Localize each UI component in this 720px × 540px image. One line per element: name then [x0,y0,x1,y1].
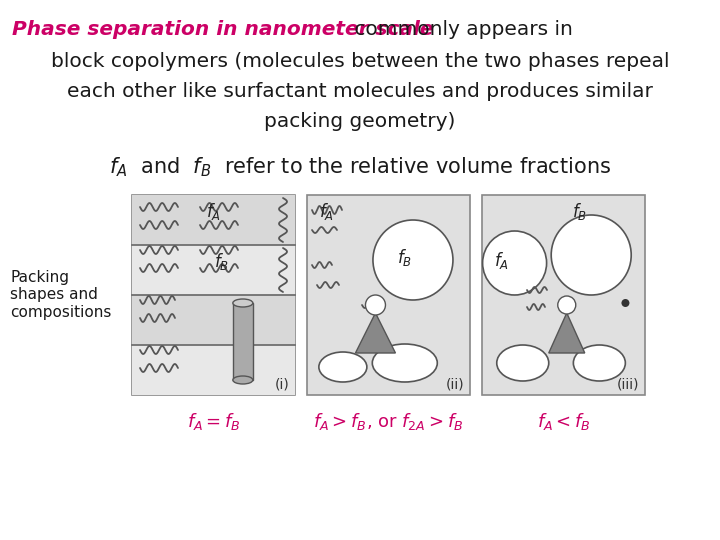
Text: $f_A = f_B$: $f_A = f_B$ [186,411,240,432]
Bar [132,195,295,245]
Text: $f_A$: $f_A$ [319,201,334,222]
Bar [233,303,253,380]
Text: Packing
shapes and
compositions: Packing shapes and compositions [10,270,112,320]
Text: each other like surfactant molecules and produces similar: each other like surfactant molecules and… [67,82,653,101]
Ellipse shape [233,376,253,384]
Circle shape [373,220,453,300]
Circle shape [366,295,385,315]
Text: commonly appears in: commonly appears in [348,20,573,39]
Text: $f_B$: $f_B$ [397,247,413,268]
Ellipse shape [233,299,253,307]
Ellipse shape [372,344,437,382]
Circle shape [558,296,576,314]
Polygon shape [356,313,395,353]
Ellipse shape [319,352,367,382]
Circle shape [482,231,546,295]
Polygon shape [549,313,585,353]
Bar [132,295,295,345]
Bar [132,195,295,395]
Circle shape [621,299,629,307]
Bar [132,245,295,295]
Text: $f_A > f_B$, or $f_{2A} > f_B$: $f_A > f_B$, or $f_{2A} > f_B$ [313,411,464,432]
Circle shape [552,215,631,295]
Bar [482,195,645,395]
Text: Phase separation in nanometer scale: Phase separation in nanometer scale [12,20,433,39]
Text: (ii): (ii) [446,377,464,391]
Text: packing geometry): packing geometry) [264,112,456,131]
Text: block copolymers (molecules between the two phases repeal: block copolymers (molecules between the … [50,52,670,71]
Text: $f_A$: $f_A$ [206,201,221,222]
Text: $f_B$: $f_B$ [214,251,229,272]
Text: $f_A$: $f_A$ [494,250,509,271]
Bar [307,195,470,395]
Ellipse shape [497,345,549,381]
Text: $f_A < f_B$: $f_A < f_B$ [536,411,590,432]
Text: $f_B$: $f_B$ [572,201,587,222]
Ellipse shape [573,345,626,381]
Text: (iii): (iii) [616,377,639,391]
Text: (i): (i) [274,377,289,391]
Text: $f_A$  and  $f_B$  refer to the relative volume fractions: $f_A$ and $f_B$ refer to the relative vo… [109,155,611,179]
Bar [132,345,295,395]
